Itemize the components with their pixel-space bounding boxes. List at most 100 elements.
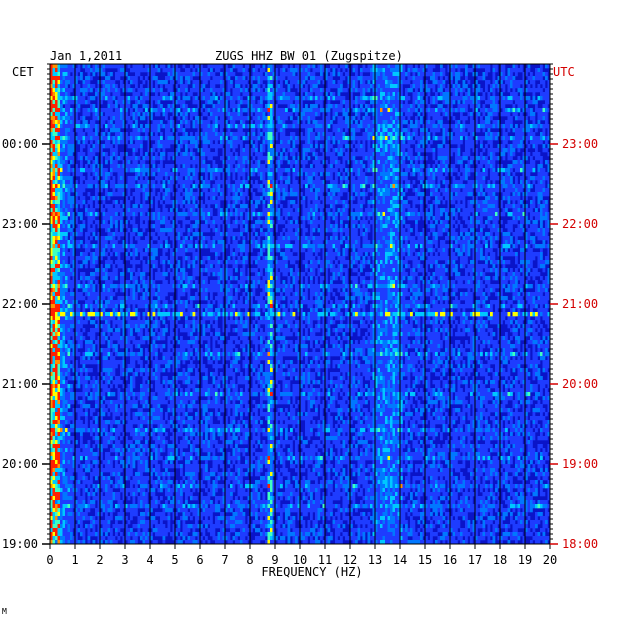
heatmap-cell xyxy=(405,188,408,193)
heatmap-cell xyxy=(167,136,171,141)
heatmap-cell xyxy=(135,160,138,165)
heatmap-cell xyxy=(540,156,543,161)
heatmap-cell xyxy=(437,176,441,181)
heatmap-cell xyxy=(260,164,263,169)
heatmap-cell xyxy=(405,120,408,125)
heatmap-cell xyxy=(170,120,173,125)
heatmap-cell xyxy=(65,140,68,145)
heatmap-cell xyxy=(502,132,506,137)
heatmap-cell xyxy=(472,120,476,125)
heatmap-cell xyxy=(502,180,506,185)
heatmap-cell xyxy=(212,88,216,93)
heatmap-cell xyxy=(545,112,548,117)
heatmap-cell xyxy=(480,144,483,149)
heatmap-cell xyxy=(297,96,301,101)
heatmap-cell xyxy=(462,196,466,201)
heatmap-cell xyxy=(310,88,313,93)
heatmap-cell xyxy=(410,148,413,153)
heatmap-cell xyxy=(242,196,246,201)
heatmap-cell xyxy=(295,96,298,101)
heatmap-cell xyxy=(302,116,306,121)
heatmap-cell xyxy=(372,144,376,149)
heatmap-cell xyxy=(215,112,218,117)
heatmap-cell xyxy=(417,72,421,77)
heatmap-cell xyxy=(502,64,506,69)
heatmap-cell xyxy=(332,156,336,161)
heatmap-cell xyxy=(357,152,361,157)
heatmap-cell xyxy=(545,192,548,197)
heatmap-cell xyxy=(65,156,68,161)
heatmap-cell xyxy=(400,68,403,73)
heatmap-cell xyxy=(340,76,343,81)
heatmap-cell xyxy=(370,84,373,89)
heatmap-cell xyxy=(317,96,321,101)
heatmap-cell xyxy=(475,92,478,97)
heatmap-cell xyxy=(100,152,103,157)
heatmap-cell xyxy=(335,172,338,177)
heatmap-cell xyxy=(235,76,238,81)
heatmap-cell xyxy=(290,132,293,137)
heatmap-cell xyxy=(77,88,81,93)
heatmap-cell xyxy=(172,176,176,181)
heatmap-cell xyxy=(212,76,216,81)
heatmap-cell xyxy=(97,196,101,201)
heatmap-cell xyxy=(150,196,153,201)
heatmap-cell xyxy=(160,132,163,137)
heatmap-cell xyxy=(537,68,541,73)
heatmap-cell xyxy=(277,156,281,161)
heatmap-cell xyxy=(160,108,163,113)
heatmap-cell xyxy=(257,80,261,85)
heatmap-cell xyxy=(57,152,61,157)
heatmap-cell xyxy=(315,112,318,117)
heatmap-cell xyxy=(115,140,118,145)
heatmap-cell xyxy=(475,100,478,105)
heatmap-cell xyxy=(172,152,176,157)
heatmap-cell xyxy=(507,184,511,189)
heatmap-cell xyxy=(350,80,353,85)
heatmap-cell xyxy=(67,124,71,129)
heatmap-cell xyxy=(165,112,168,117)
heatmap-cell xyxy=(312,196,316,201)
heatmap-cell xyxy=(137,64,141,69)
heatmap-cell xyxy=(325,148,328,153)
heatmap-cell xyxy=(397,156,401,161)
heatmap-cell xyxy=(500,112,503,117)
heatmap-cell xyxy=(322,120,326,125)
heatmap-cell xyxy=(422,148,426,153)
heatmap-cell xyxy=(470,96,473,101)
heatmap-cell xyxy=(187,184,191,189)
heatmap-cell xyxy=(362,124,366,129)
heatmap-cell xyxy=(240,168,243,173)
heatmap-cell xyxy=(525,108,528,113)
heatmap-cell xyxy=(52,120,56,125)
heatmap-cell xyxy=(267,64,271,69)
heatmap-cell xyxy=(347,80,351,85)
heatmap-cell xyxy=(482,184,486,189)
heatmap-cell xyxy=(462,124,466,129)
heatmap-cell xyxy=(397,84,401,89)
heatmap-cell xyxy=(60,176,63,181)
heatmap-cell xyxy=(255,140,258,145)
heatmap-cell xyxy=(120,72,123,77)
heatmap-cell xyxy=(225,148,228,153)
heatmap-cell xyxy=(60,156,63,161)
heatmap-cell xyxy=(350,188,353,193)
heatmap-cell xyxy=(275,184,278,189)
heatmap-cell xyxy=(367,160,371,165)
heatmap-cell xyxy=(372,176,376,181)
heatmap-cell xyxy=(172,104,176,109)
heatmap-cell xyxy=(435,192,438,197)
heatmap-cell xyxy=(497,96,501,101)
heatmap-cell xyxy=(185,164,188,169)
heatmap-cell xyxy=(305,124,308,129)
heatmap-cell xyxy=(107,144,111,149)
heatmap-cell xyxy=(447,148,451,153)
heatmap-cell xyxy=(230,68,233,73)
heatmap-cell xyxy=(295,140,298,145)
heatmap-cell xyxy=(347,148,351,153)
heatmap-cell xyxy=(257,196,261,201)
heatmap-cell xyxy=(405,180,408,185)
heatmap-cell xyxy=(55,108,58,113)
heatmap-cell xyxy=(372,128,376,133)
heatmap-cell xyxy=(537,176,541,181)
